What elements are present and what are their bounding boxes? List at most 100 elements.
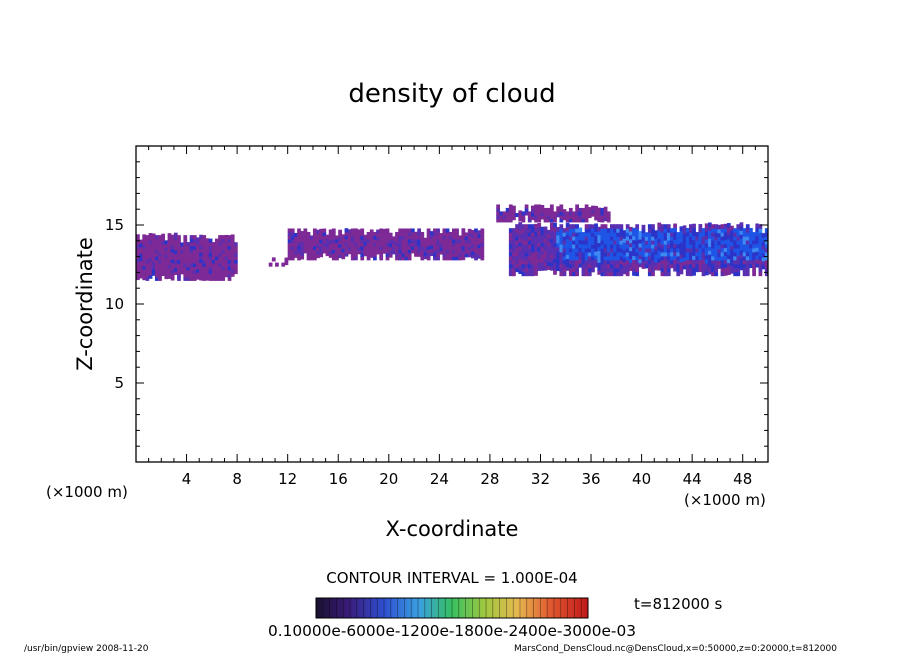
cloud-cell xyxy=(294,236,298,241)
cloud-cell xyxy=(685,251,690,257)
cloud-cell xyxy=(584,243,589,249)
cloud-cell xyxy=(761,264,766,270)
cloud-cell xyxy=(622,238,627,243)
cloud-cell xyxy=(233,266,238,271)
y-tick-label: 15 xyxy=(105,216,124,234)
cloud-cell xyxy=(331,249,336,254)
cloud-cell xyxy=(458,235,463,240)
cloud-cell xyxy=(594,235,598,240)
cloud-cell xyxy=(559,267,564,273)
cloud-cell xyxy=(502,214,507,219)
cloud-cell xyxy=(158,245,162,250)
cloud-cell xyxy=(512,251,516,257)
cloud-cell xyxy=(749,231,753,237)
cloud-cell xyxy=(625,247,630,253)
cloud-cell xyxy=(556,209,561,214)
cloud-cell xyxy=(189,276,194,281)
cloud-cell xyxy=(654,234,658,239)
cloud-cell xyxy=(537,246,542,252)
cloud-cell xyxy=(139,274,143,279)
cloud-cell xyxy=(158,238,162,243)
cloud-cell xyxy=(499,214,504,219)
cloud-cell xyxy=(294,253,298,258)
cloud-cell xyxy=(597,246,602,252)
cloud-cell xyxy=(354,238,358,243)
cloud-cell xyxy=(518,261,523,267)
cloud-cell xyxy=(660,271,665,277)
cloud-cell xyxy=(287,245,292,250)
cloud-cell xyxy=(584,207,589,213)
cloud-cell xyxy=(663,267,668,273)
cloud-cell xyxy=(606,236,611,241)
cloud-cell xyxy=(474,238,478,243)
cloud-cell xyxy=(350,238,355,243)
cloud-cell xyxy=(704,254,709,260)
cloud-cell xyxy=(559,251,564,257)
cloud-cell xyxy=(357,246,361,251)
cloud-cell xyxy=(556,234,561,240)
cloud-cell xyxy=(720,271,725,277)
cloud-cell xyxy=(376,236,380,241)
cloud-cell xyxy=(173,253,178,258)
cloud-cell xyxy=(641,228,646,234)
cloud-cell xyxy=(518,253,523,259)
cloud-cell xyxy=(651,247,655,253)
cloud-cell xyxy=(704,239,709,244)
cloud-cell xyxy=(373,252,377,257)
cloud-cell xyxy=(136,234,140,239)
cloud-cell xyxy=(695,251,700,257)
cloud-cell xyxy=(467,253,472,258)
cloud-cell xyxy=(707,226,712,231)
cloud-cell xyxy=(692,243,696,249)
cloud-cell xyxy=(670,232,674,237)
cloud-cell xyxy=(584,218,589,223)
cloud-cell xyxy=(369,250,374,255)
cloud-cell xyxy=(562,243,567,249)
cloud-cell xyxy=(455,235,459,240)
cloud-cell xyxy=(749,251,753,257)
cloud-cell xyxy=(682,237,687,242)
cloud-cell xyxy=(515,232,519,237)
cloud-cell xyxy=(508,240,513,245)
cloud-cell xyxy=(136,241,140,246)
cloud-cell xyxy=(376,243,380,248)
cloud-cell xyxy=(347,236,352,241)
cloud-cell xyxy=(752,247,756,253)
cloud-cell xyxy=(218,262,222,267)
cloud-cell xyxy=(685,247,690,253)
cloud-cell xyxy=(338,247,342,252)
cloud-cell xyxy=(689,271,693,277)
cloud-cell xyxy=(192,238,197,243)
cloud-cell xyxy=(606,228,611,233)
cloud-cell xyxy=(167,236,172,241)
cloud-cell xyxy=(606,240,611,245)
cloud-cell xyxy=(537,230,542,236)
cloud-cell xyxy=(521,236,526,241)
cloud-cell xyxy=(287,231,292,237)
x-axis-label: X-coordinate xyxy=(386,517,519,541)
cloud-cell xyxy=(597,266,602,271)
cloud-cell xyxy=(761,244,766,250)
cloud-cell xyxy=(395,256,399,261)
cloud-cell xyxy=(347,250,352,255)
cloud-cell xyxy=(698,255,703,261)
cloud-cell xyxy=(158,255,162,261)
cloud-cell xyxy=(594,227,598,232)
cloud-cell xyxy=(227,235,232,240)
cloud-cell xyxy=(211,273,216,278)
cloud-cell xyxy=(199,252,203,257)
cloud-cell xyxy=(151,257,156,262)
cloud-cell xyxy=(461,252,466,257)
cloud-cell xyxy=(366,242,371,247)
cloud-cell xyxy=(521,243,526,249)
cloud-cell xyxy=(625,251,630,257)
cloud-cell xyxy=(297,252,301,257)
cloud-cell xyxy=(660,243,665,249)
cloud-cell xyxy=(215,273,219,278)
cloud-cell xyxy=(603,247,608,253)
cloud-cell xyxy=(224,241,229,246)
cloud-cell xyxy=(679,253,684,259)
cloud-cell xyxy=(341,237,346,242)
cloud-cell xyxy=(660,259,665,265)
cloud-cell xyxy=(546,229,551,235)
